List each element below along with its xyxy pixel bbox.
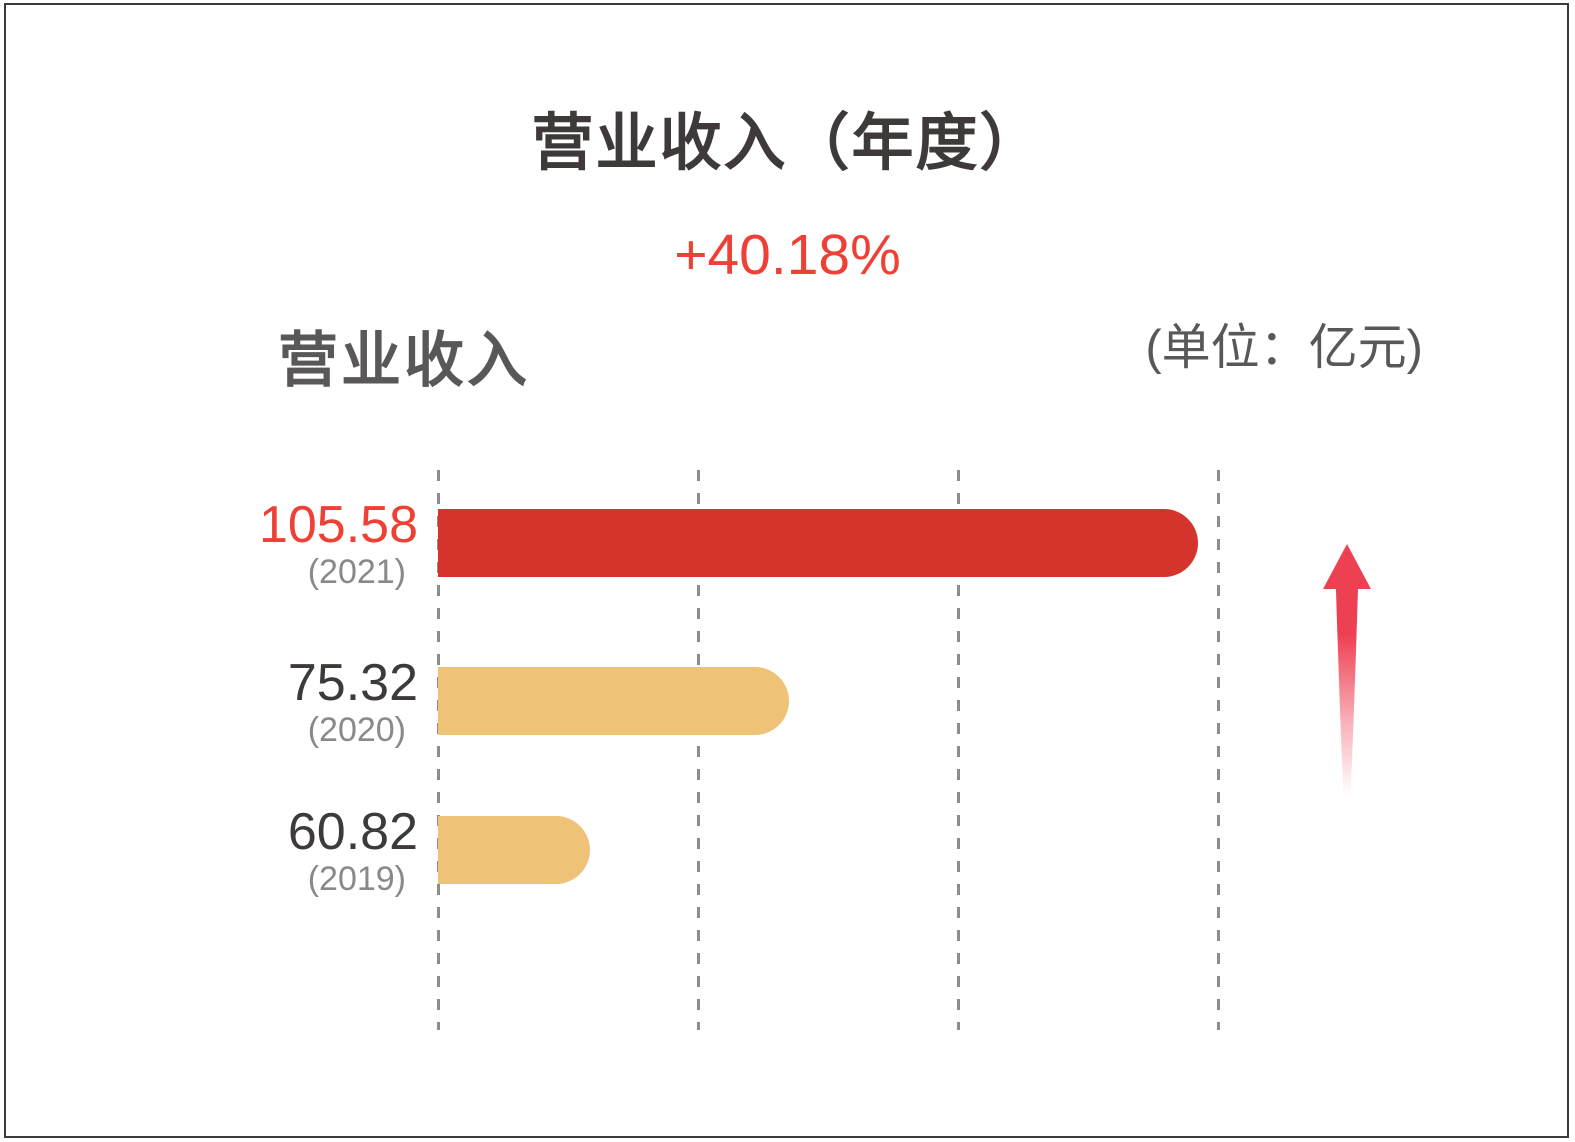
year-label-2019: (2019)	[307, 860, 406, 898]
year-label-2021: (2021)	[307, 553, 406, 591]
value-label-2019: 60.82	[287, 803, 418, 861]
value-label-2020: 75.32	[287, 654, 418, 712]
label-2020: 75.32 (2020)	[98, 656, 418, 748]
label-2021: 105.58 (2021)	[98, 498, 418, 590]
bar-2021	[438, 509, 1198, 577]
gridline-1	[437, 470, 440, 1030]
gridline-4	[1217, 470, 1220, 1030]
gridline-2	[697, 470, 700, 1030]
bar-2020	[438, 667, 789, 735]
unit-label: (单位：亿元)	[1145, 321, 1423, 375]
chart-title: 营业收入（年度）	[531, 109, 1044, 178]
value-label-2021: 105.58	[258, 496, 418, 554]
year-label-2020: (2020)	[307, 711, 406, 749]
label-2019: 60.82 (2019)	[98, 805, 418, 897]
growth-arrow-icon	[1316, 544, 1378, 806]
growth-percentage-label: +40.18%	[674, 223, 901, 287]
series-label: 营业收入	[278, 327, 530, 394]
bar-2019	[438, 816, 590, 884]
gridline-3	[957, 470, 960, 1030]
